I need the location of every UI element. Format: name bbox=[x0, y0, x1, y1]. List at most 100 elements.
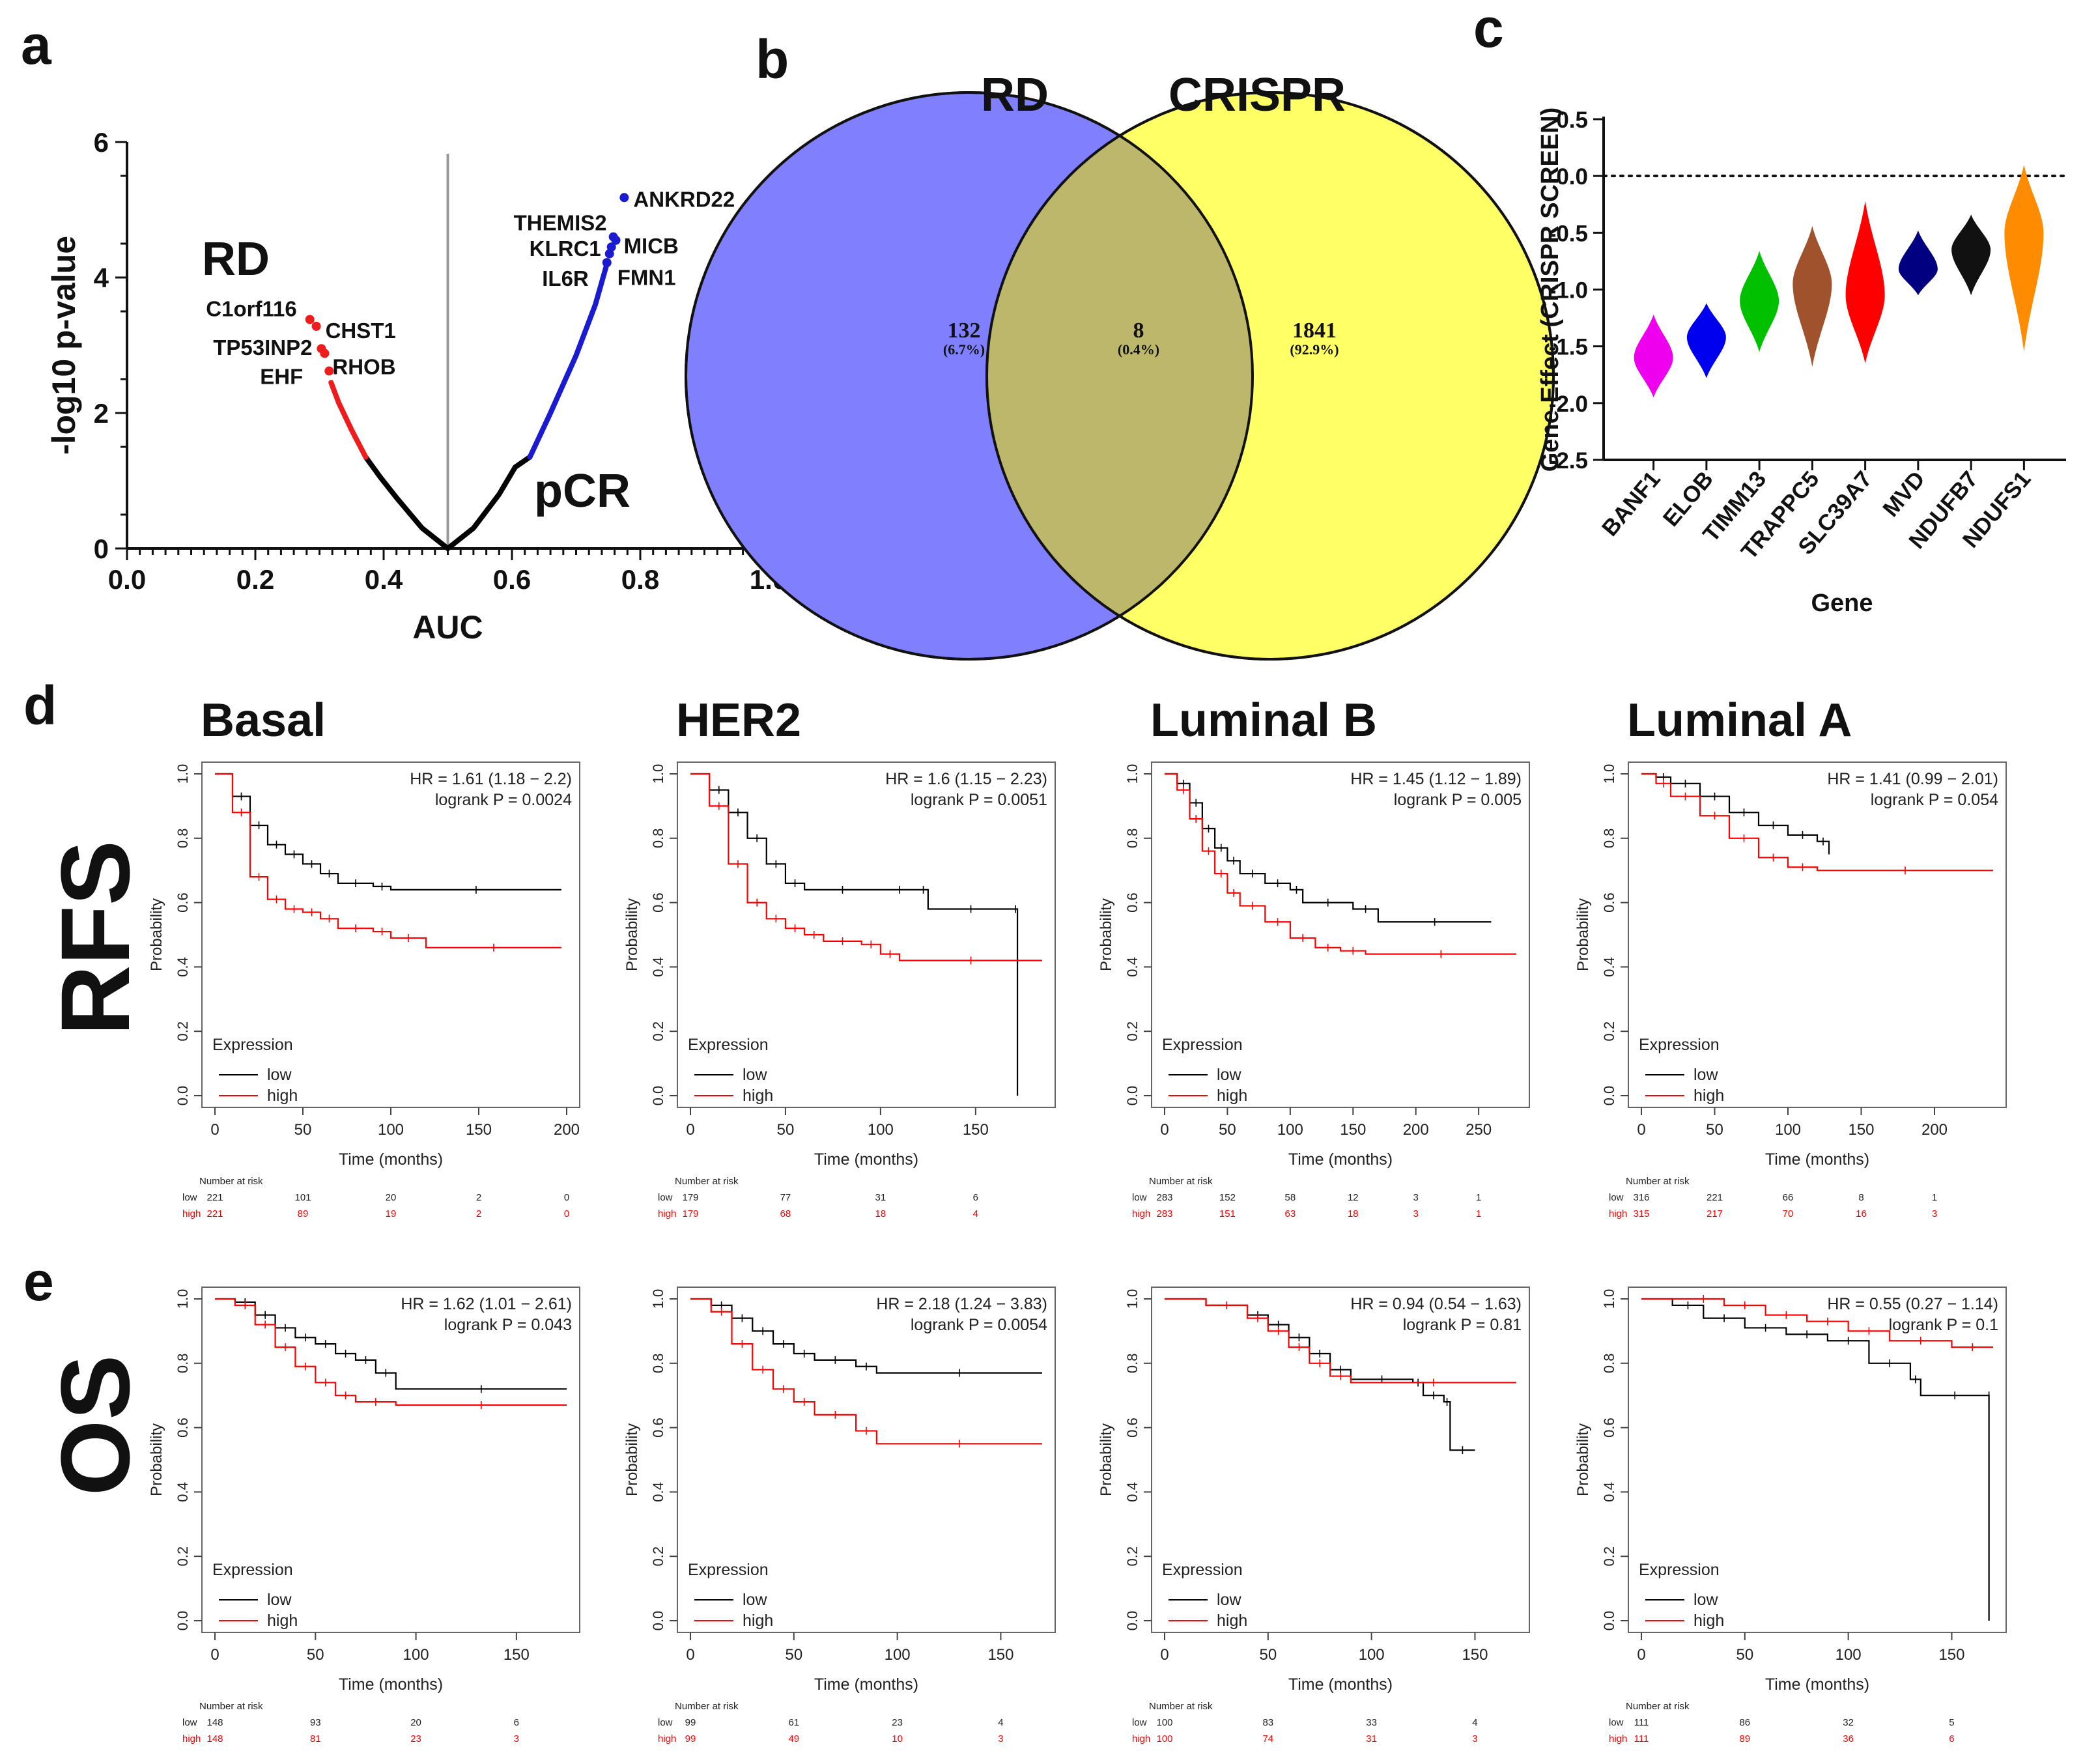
x-tick-label: 0.2 bbox=[236, 564, 274, 595]
x-tick-label: 50 bbox=[1219, 1121, 1236, 1139]
hr-text: HR = 0.55 (0.27 − 1.14) bbox=[1827, 1295, 1998, 1313]
y-tick-label: 0.0 bbox=[1556, 164, 1588, 190]
risk-row-label-high: high bbox=[1609, 1208, 1627, 1219]
logrank-p-text: logrank P = 0.0054 bbox=[911, 1316, 1047, 1334]
risk-low-value: 33 bbox=[1366, 1717, 1377, 1728]
risk-high-value: 4 bbox=[973, 1208, 978, 1219]
risk-high-value: 1 bbox=[1476, 1208, 1481, 1219]
risk-high-value: 19 bbox=[386, 1208, 397, 1219]
x-tick-label: 100 bbox=[1277, 1121, 1303, 1139]
point-rhob bbox=[320, 349, 330, 358]
y-tick-label: 0.8 bbox=[1124, 1354, 1141, 1374]
x-tick-label: 50 bbox=[1706, 1121, 1723, 1139]
y-axis-title: Probability bbox=[1574, 898, 1592, 971]
risk-low-value: 12 bbox=[1348, 1192, 1359, 1203]
risk-high-value: 68 bbox=[780, 1208, 791, 1219]
risk-high-value: 99 bbox=[685, 1733, 696, 1744]
legend-title: Expression bbox=[1639, 1561, 1720, 1579]
risk-low-value: 20 bbox=[410, 1717, 421, 1728]
y-tick-label: 0.4 bbox=[650, 957, 666, 977]
risk-low-value: 152 bbox=[1219, 1192, 1236, 1203]
curve-segment bbox=[445, 454, 533, 551]
y-tick-label: 0.8 bbox=[1601, 829, 1617, 849]
y-tick-label: 1.0 bbox=[175, 1289, 191, 1309]
violin-mvd bbox=[1898, 230, 1938, 296]
y-tick-label: 0.6 bbox=[175, 1417, 191, 1438]
censor-marks-high bbox=[720, 1307, 960, 1448]
x-tick-label: 150 bbox=[1340, 1121, 1366, 1139]
km-curve-low bbox=[1641, 773, 1830, 855]
km-curve-high bbox=[1165, 773, 1516, 955]
logrank-p-text: logrank P = 0.043 bbox=[444, 1316, 572, 1334]
y-tick-label: 1.0 bbox=[1601, 1289, 1617, 1309]
x-tick-label: 0 bbox=[1160, 1646, 1169, 1664]
y-tick-label: 0.2 bbox=[175, 1021, 191, 1042]
censor-marks-low bbox=[718, 786, 1016, 913]
y-tick-label: 1.0 bbox=[175, 764, 191, 784]
legend-label-low: low bbox=[743, 1066, 767, 1084]
risk-low-value: 100 bbox=[1156, 1717, 1172, 1728]
legend-title: Expression bbox=[1162, 1036, 1243, 1054]
legend-title: Expression bbox=[212, 1561, 293, 1579]
pct-crispr-only: (92.9%) bbox=[1290, 341, 1339, 358]
point-label: C1orf116 bbox=[206, 296, 296, 320]
legend-label-low: low bbox=[267, 1591, 292, 1609]
y-tick-label: 1.0 bbox=[1124, 764, 1141, 784]
km-curve-high bbox=[1641, 1298, 1993, 1348]
x-axis-title: AUC bbox=[412, 609, 483, 646]
risk-low-value: 8 bbox=[1858, 1192, 1863, 1203]
censor-marks-high bbox=[1662, 779, 1906, 875]
y-tick-label: 0.4 bbox=[175, 957, 191, 977]
panel-label-e: e bbox=[23, 1251, 54, 1312]
legend-label-high: high bbox=[1217, 1612, 1247, 1630]
y-tick-label: 1.0 bbox=[1124, 1289, 1141, 1309]
legend-label-high: high bbox=[743, 1612, 773, 1630]
x-tick-label: 0 bbox=[1160, 1121, 1169, 1139]
point-label: RHOB bbox=[332, 354, 395, 378]
y-tick-label: 0.6 bbox=[1601, 1417, 1617, 1438]
y-tick-label: 0.5 bbox=[1556, 107, 1588, 133]
km-curve-low bbox=[215, 1298, 567, 1390]
x-axis-title: Time (months) bbox=[339, 1150, 443, 1169]
point-label: CHST1 bbox=[326, 319, 396, 343]
y-axis-title: -log10 p-value bbox=[46, 236, 82, 455]
y-tick-label: 0.0 bbox=[650, 1086, 666, 1106]
curve-segment bbox=[527, 261, 610, 460]
hr-text: HR = 1.62 (1.01 − 2.61) bbox=[401, 1295, 572, 1313]
x-tick-label: 100 bbox=[885, 1646, 911, 1664]
risk-high-value: 3 bbox=[514, 1733, 519, 1744]
risk-high-value: 2 bbox=[476, 1208, 481, 1219]
y-tick-label: 0.0 bbox=[175, 1086, 191, 1106]
risk-high-value: 148 bbox=[206, 1733, 223, 1744]
point-c1orf116 bbox=[305, 315, 315, 324]
km-plot-her2: HER2 0.0 0.2 0.4 0.6 0.8 1.0 Probability 0 50 100 1… bbox=[623, 694, 1056, 1219]
censor-marks-low bbox=[240, 792, 477, 894]
risk-row-label-high: high bbox=[182, 1733, 201, 1744]
risk-high-value: 3 bbox=[1472, 1733, 1477, 1744]
panel-label-a: a bbox=[21, 14, 52, 76]
hr-text: HR = 1.6 (1.15 − 2.23) bbox=[885, 770, 1047, 788]
risk-low-value: 32 bbox=[1843, 1717, 1854, 1728]
risk-low-value: 93 bbox=[310, 1717, 321, 1728]
venn-intersection bbox=[987, 92, 1253, 659]
x-tick-label: 0 bbox=[210, 1646, 219, 1664]
risk-row-label-low: low bbox=[1609, 1717, 1624, 1728]
x-tick-label: 200 bbox=[1403, 1121, 1429, 1139]
risk-low-value: 2 bbox=[476, 1192, 481, 1203]
y-tick-label: 0.8 bbox=[1124, 829, 1141, 849]
km-curve-high bbox=[1641, 773, 1993, 872]
y-axis-title: Probability bbox=[1574, 1423, 1592, 1496]
risk-row-label-low: low bbox=[1609, 1192, 1624, 1203]
km-curve-low bbox=[690, 773, 1019, 1096]
risk-low-value: 148 bbox=[206, 1717, 223, 1728]
x-tick-label: 100 bbox=[868, 1121, 894, 1139]
point-label: FMN1 bbox=[617, 266, 676, 290]
violin-elob bbox=[1686, 303, 1726, 378]
plot-frame bbox=[1151, 761, 1530, 1108]
hr-text: HR = 1.45 (1.12 − 1.89) bbox=[1350, 770, 1522, 788]
x-tick-label: 100 bbox=[1359, 1646, 1385, 1664]
risk-low-value: 31 bbox=[875, 1192, 886, 1203]
risk-high-value: 111 bbox=[1634, 1733, 1649, 1744]
risk-high-value: 23 bbox=[410, 1733, 421, 1744]
x-axis-title: Time (months) bbox=[339, 1675, 443, 1694]
